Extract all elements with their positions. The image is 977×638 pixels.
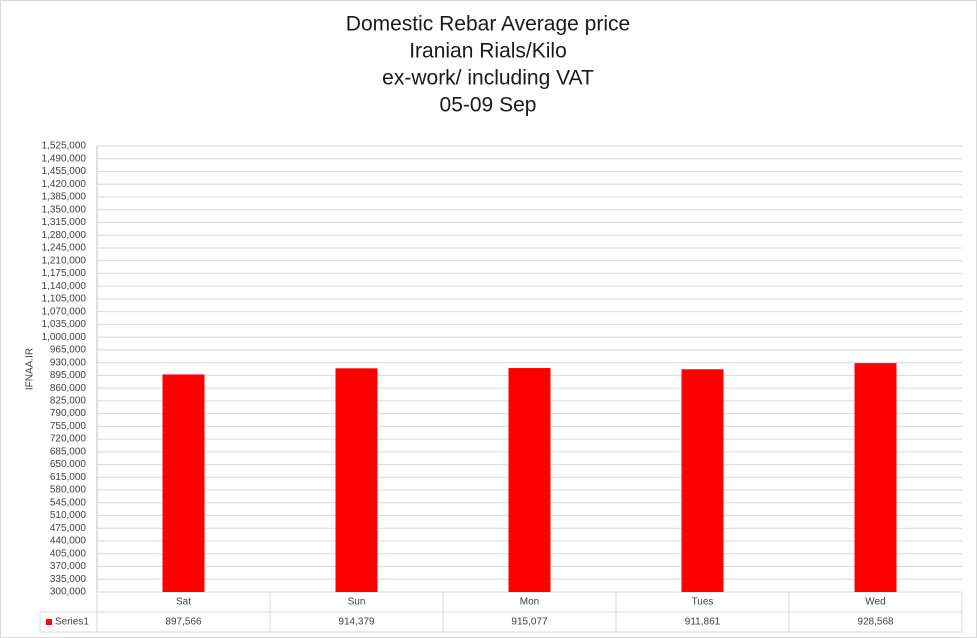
y-tick-label: 650,000 bbox=[50, 459, 87, 470]
y-tick-label: 1,035,000 bbox=[42, 319, 87, 330]
y-tick-label: 1,070,000 bbox=[42, 306, 87, 317]
y-tick-label: 720,000 bbox=[50, 434, 87, 445]
y-tick-label: 895,000 bbox=[50, 370, 87, 381]
chart-title: 05-09 Sep bbox=[440, 94, 537, 117]
y-tick-label: 930,000 bbox=[50, 357, 87, 368]
y-tick-label: 1,140,000 bbox=[42, 281, 87, 292]
y-tick-label: 545,000 bbox=[50, 497, 87, 508]
bar bbox=[508, 368, 551, 592]
y-tick-label: 615,000 bbox=[50, 472, 87, 483]
y-tick-label: 755,000 bbox=[50, 421, 87, 432]
y-tick-label: 1,350,000 bbox=[42, 204, 87, 215]
table-value: 928,568 bbox=[857, 617, 894, 628]
y-tick-label: 1,105,000 bbox=[42, 294, 87, 305]
y-tick-label: 965,000 bbox=[50, 345, 87, 356]
y-tick-label: 1,210,000 bbox=[42, 255, 87, 266]
y-tick-label: 1,315,000 bbox=[42, 217, 87, 228]
y-tick-label: 300,000 bbox=[50, 587, 87, 598]
y-tick-label: 790,000 bbox=[50, 408, 87, 419]
bar bbox=[681, 369, 724, 592]
y-tick-label: 1,280,000 bbox=[42, 230, 87, 241]
chart-title: ex-work/ including VAT bbox=[382, 67, 594, 90]
y-tick-label: 440,000 bbox=[50, 536, 87, 547]
table-value: 911,861 bbox=[685, 617, 721, 628]
y-tick-label: 1,245,000 bbox=[42, 243, 87, 254]
y-tick-label: 860,000 bbox=[50, 383, 87, 394]
legend-swatch bbox=[46, 619, 52, 625]
y-tick-label: 510,000 bbox=[50, 510, 87, 521]
y-tick-label: 825,000 bbox=[50, 395, 87, 406]
table-value: 897,566 bbox=[165, 617, 202, 628]
bar bbox=[335, 368, 378, 592]
y-axis-label: IFNAA.IR bbox=[25, 348, 36, 390]
y-tick-label: 1,420,000 bbox=[42, 179, 87, 190]
y-tick-label: 685,000 bbox=[50, 446, 87, 457]
chart-title: Domestic Rebar Average price bbox=[346, 13, 630, 36]
y-tick-label: 475,000 bbox=[50, 523, 87, 534]
y-tick-label: 1,455,000 bbox=[42, 166, 87, 177]
x-tick-label: Mon bbox=[520, 597, 539, 608]
table-value: 914,379 bbox=[338, 617, 375, 628]
y-tick-label: 405,000 bbox=[50, 548, 87, 559]
y-tick-label: 580,000 bbox=[50, 485, 87, 496]
y-tick-label: 1,175,000 bbox=[42, 268, 87, 279]
y-tick-label: 370,000 bbox=[50, 561, 87, 572]
y-tick-label: 1,490,000 bbox=[42, 153, 87, 164]
chart-title: Iranian Rials/Kilo bbox=[409, 40, 567, 63]
x-tick-label: Tues bbox=[692, 597, 714, 608]
x-tick-label: Sun bbox=[348, 597, 366, 608]
y-tick-label: 1,385,000 bbox=[42, 192, 87, 203]
y-tick-label: 1,525,000 bbox=[42, 141, 87, 152]
table-value: 915,077 bbox=[511, 617, 548, 628]
x-tick-label: Sat bbox=[176, 597, 191, 608]
legend-label: Series1 bbox=[55, 617, 89, 628]
y-tick-label: 1,000,000 bbox=[42, 332, 87, 343]
x-tick-label: Wed bbox=[865, 597, 885, 608]
bar bbox=[854, 363, 897, 592]
bar bbox=[162, 374, 205, 592]
y-tick-label: 335,000 bbox=[50, 574, 87, 585]
